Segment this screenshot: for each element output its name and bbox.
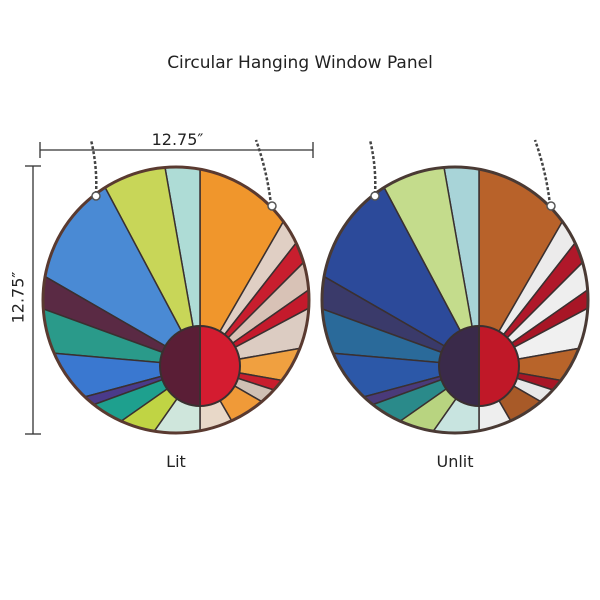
- hanging-chain: [533, 139, 552, 206]
- stained-glass-panel-lit: [41, 139, 311, 435]
- sun-left-half: [438, 324, 480, 408]
- hanging-chain: [89, 139, 98, 195]
- width-dimension-line: [39, 142, 314, 158]
- sun-right-half: [478, 324, 520, 408]
- sun-left-half: [159, 324, 201, 408]
- stained-glass-panel-unlit: [320, 139, 590, 435]
- hanging-ring: [546, 201, 556, 211]
- width-dimension-label: 12.75″: [151, 130, 204, 149]
- sun-right-half: [199, 324, 241, 408]
- hanging-chain: [368, 139, 377, 195]
- hanging-ring: [267, 201, 277, 211]
- page-title: Circular Hanging Window Panel: [167, 53, 433, 73]
- lit-caption: Lit: [166, 452, 186, 471]
- hanging-ring: [91, 191, 101, 201]
- height-dimension-line: [25, 165, 41, 435]
- panel-frame: [320, 165, 590, 435]
- panel-frame: [41, 165, 311, 435]
- hanging-ring: [370, 191, 380, 201]
- hanging-chain: [254, 139, 273, 206]
- unlit-caption: Unlit: [436, 452, 474, 471]
